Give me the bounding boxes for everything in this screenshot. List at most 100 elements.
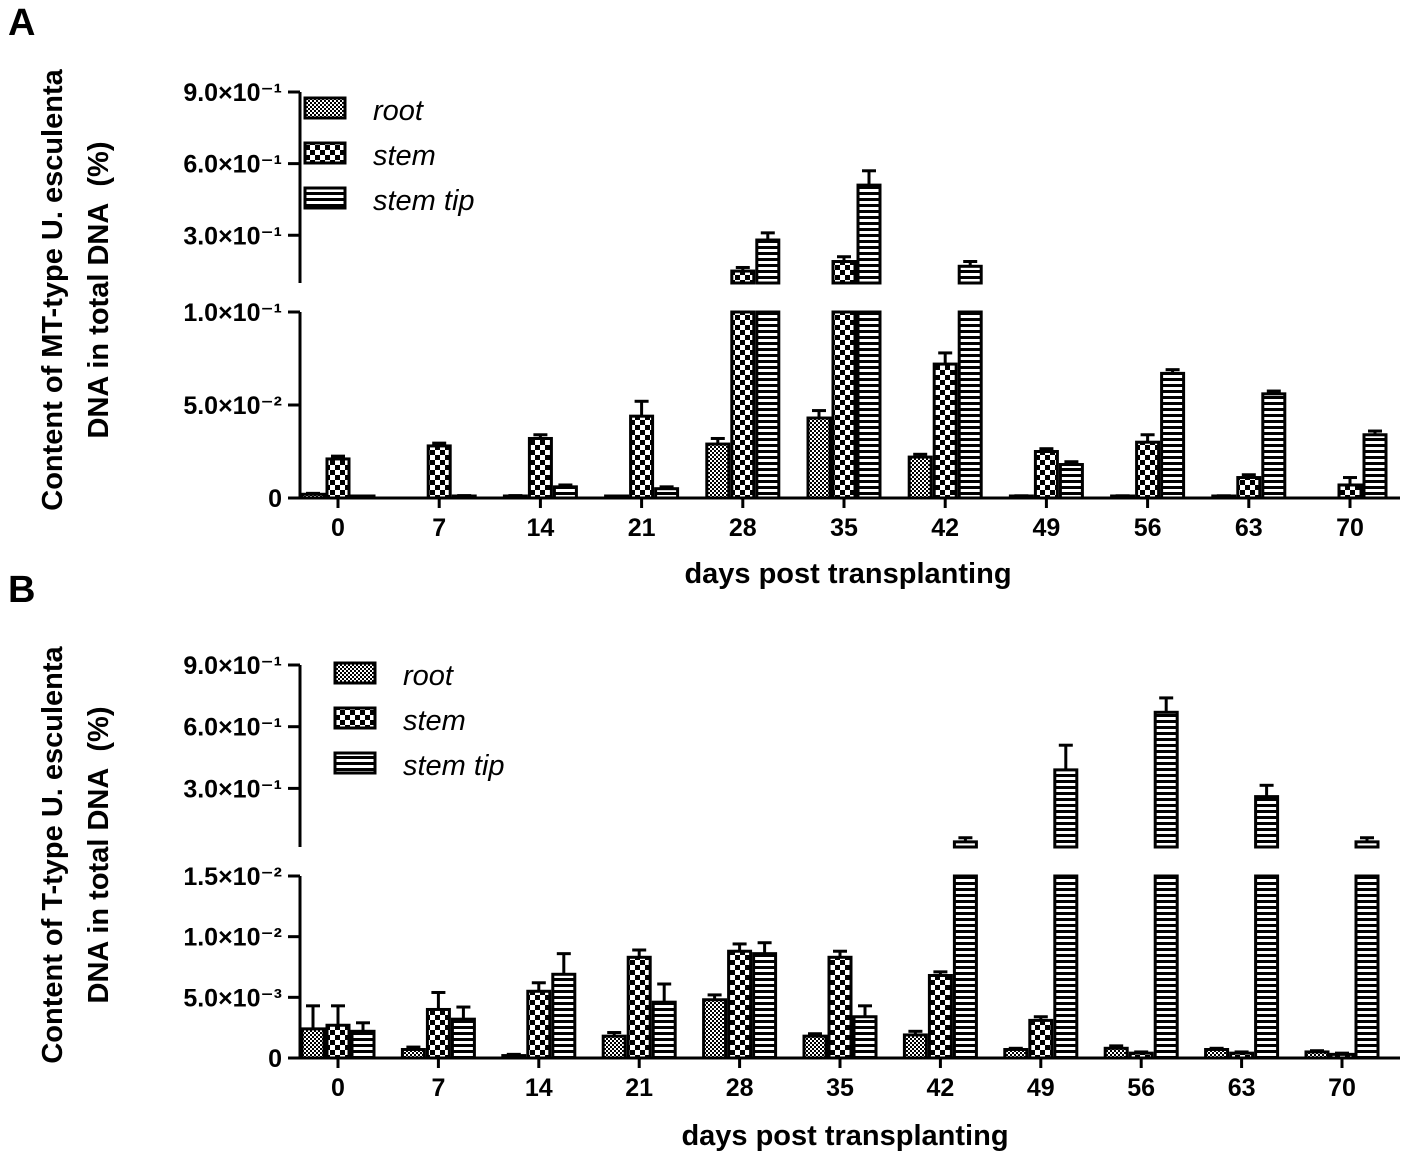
legend-swatch-stem: [303, 141, 347, 165]
y-tick-label: 1.5×10⁻²: [183, 863, 282, 891]
bar-stem: [1229, 1051, 1255, 1060]
x-tick-label: 56: [1134, 514, 1162, 542]
bar-root: [902, 1033, 928, 1060]
bar-stem-tip: [856, 310, 882, 500]
bar-stem-tip: [852, 1015, 878, 1060]
bar-stem-tip: [957, 310, 983, 500]
y-tick-label: 6.0×10⁻¹: [183, 151, 282, 179]
bar-stem-tip: [350, 1029, 376, 1060]
bar-stem-tip-upper: [1053, 768, 1079, 849]
bar-root: [400, 1048, 426, 1060]
bar-stem: [827, 955, 853, 1060]
panel-a: A 0 5.0×10⁻² 1.0×10⁻¹ 3.0×10⁻¹ 6.0×10⁻¹ 9.0×10…: [8, 2, 1400, 590]
bar-stem: [730, 310, 756, 500]
bar-stem-tip: [1354, 874, 1380, 1060]
bar-stem: [1128, 1051, 1154, 1060]
y-tick-label: 3.0×10⁻¹: [183, 775, 282, 803]
bar-stem-tip: [952, 874, 978, 1060]
legend-swatch-stem-tip: [333, 751, 377, 775]
bar-stem-tip: [1160, 371, 1186, 500]
x-tick-label: 49: [1027, 1074, 1055, 1102]
legend-label: root: [373, 95, 425, 127]
legend-label: stem tip: [403, 750, 505, 782]
bar-root: [1003, 1048, 1029, 1060]
legend-label: stem tip: [373, 185, 475, 217]
x-tick-label: 14: [526, 514, 554, 542]
y-tick-label: 1.0×10⁻²: [183, 924, 282, 952]
bar-root: [806, 416, 832, 500]
bar-root: [802, 1034, 828, 1060]
bar-root: [907, 455, 933, 500]
panel-label: A: [8, 2, 35, 44]
bar-stem: [1028, 1018, 1054, 1060]
bar-stem-tip: [654, 487, 680, 500]
x-tick-label: 0: [331, 514, 345, 542]
bar-stem-tip: [752, 952, 778, 1060]
x-tick-label: 42: [931, 514, 959, 542]
bar-stem-tip-upper: [1354, 840, 1380, 849]
bar-stem-tip-upper: [856, 183, 882, 285]
x-tick-label: 7: [432, 514, 446, 542]
bar-stem-tip: [1254, 874, 1280, 1060]
bar-stem: [932, 362, 958, 500]
legend: root stem stem tip: [333, 660, 505, 782]
x-tick-label: 63: [1235, 514, 1263, 542]
bar-stem-tip: [651, 1000, 677, 1060]
y-tick-label: 1.0×10⁻¹: [183, 299, 282, 327]
panel-label: B: [8, 569, 35, 611]
bar-stem-tip-upper: [957, 264, 983, 285]
bar-stem-tip: [1153, 874, 1179, 1060]
bar-stem-tip: [755, 310, 781, 500]
x-tick-label: 70: [1328, 1074, 1356, 1102]
x-tick-label: 56: [1127, 1074, 1155, 1102]
x-tick-label: 49: [1032, 514, 1060, 542]
x-tick-label: 0: [331, 1074, 345, 1102]
y-axis-title-line1: Content of MT-type U. esculenta: [37, 68, 69, 510]
bar-stem-tip: [1261, 392, 1287, 500]
y-axis-title-line1: Content of T-type U. esculenta: [37, 645, 69, 1063]
bar-stem-upper: [730, 269, 756, 285]
bar-root: [702, 998, 728, 1060]
bar-stem: [831, 310, 857, 500]
bar-stem-tip-upper: [1254, 795, 1280, 849]
x-tick-label: 35: [830, 514, 858, 542]
y-tick-label: 6.0×10⁻¹: [183, 714, 282, 742]
bar-stem: [425, 1007, 451, 1060]
x-tick-label: 21: [628, 514, 656, 542]
bar-root: [1204, 1048, 1230, 1060]
x-axis-title: days post transplanting: [681, 1120, 1008, 1152]
bar-stem: [1135, 440, 1161, 500]
bar-stem: [1329, 1052, 1355, 1060]
bar-stem-tip-upper: [755, 238, 781, 285]
bar-stem: [1236, 476, 1262, 500]
bar-stem: [927, 973, 953, 1060]
legend-label: stem: [403, 705, 466, 737]
y-tick-label: 0: [268, 485, 282, 513]
bar-root: [1304, 1050, 1330, 1060]
x-axis-title: days post transplanting: [684, 558, 1011, 590]
bar-root: [300, 1027, 326, 1060]
x-tick-label: 28: [726, 1074, 754, 1102]
bar-stem: [325, 457, 351, 500]
bar-stem-tip: [1053, 874, 1079, 1060]
bar-root: [501, 1054, 527, 1060]
bar-stem: [1337, 483, 1363, 500]
legend-label: root: [403, 660, 455, 692]
y-tick-label: 5.0×10⁻³: [183, 984, 282, 1012]
y-tick-label: 9.0×10⁻¹: [183, 652, 282, 680]
bar-stem: [629, 414, 655, 500]
x-tick-label: 7: [431, 1074, 445, 1102]
bar-stem-tip: [450, 1017, 476, 1060]
y-tick-label: 5.0×10⁻²: [183, 392, 282, 420]
bar-stem: [426, 444, 452, 500]
y-tick-label: 0: [268, 1045, 282, 1073]
bar-stem-tip: [1058, 463, 1084, 500]
x-tick-label: 42: [926, 1074, 954, 1102]
x-tick-label: 35: [826, 1074, 854, 1102]
y-axis-title-line2: DNA in total DNA (%): [83, 707, 115, 1004]
x-tick-label: 70: [1336, 514, 1364, 542]
legend-swatch-stem-tip: [303, 186, 347, 210]
y-tick-label: 3.0×10⁻¹: [183, 222, 282, 250]
legend-swatch-root: [303, 96, 347, 120]
